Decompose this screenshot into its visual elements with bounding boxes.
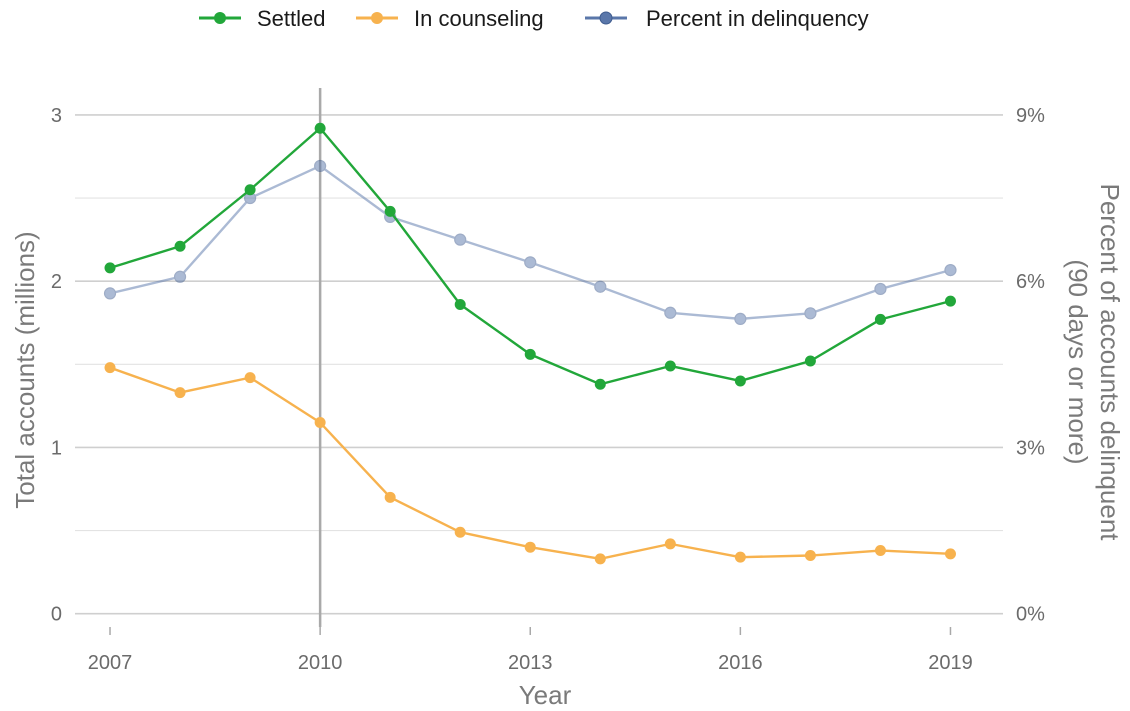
y-tick-label-3: 3 [51,105,62,127]
point-percent-in-delinquency-2013[interactable] [524,256,537,269]
point-settled-2017[interactable] [804,355,816,367]
legend-label-in-counseling: In counseling [414,6,544,31]
axes: 0 1 2 3 0% 3% 6% 9% 2007 2010 2013 2016 2019 [51,105,1045,674]
point-settled-2009[interactable] [244,184,256,196]
series-group [103,122,957,565]
point-percent-in-delinquency-2010[interactable] [314,159,327,173]
point-in-counseling-2015[interactable] [664,538,676,550]
y2-axis-title-line-2: (90 days or more) [1063,259,1093,464]
point-percent-in-delinquency-2008[interactable] [173,270,187,283]
series-in-counseling [104,362,956,565]
y2-tick-label-1: 3% [1016,437,1045,459]
x-tick-label-4: 2019 [928,652,973,674]
x-tick-label-2: 2013 [508,652,553,674]
point-settled-2010[interactable] [314,122,326,134]
point-settled-2016[interactable] [734,375,746,387]
point-settled-2007[interactable] [104,262,116,274]
x-tick-label-0: 2007 [88,652,133,674]
point-settled-2012[interactable] [454,298,466,310]
x-tick-label-3: 2016 [718,652,763,674]
series-line-percent-in-delinquency [109,164,951,321]
y-tick-label-0: 0 [51,604,62,626]
point-in-counseling-2008[interactable] [174,387,186,399]
y2-tick-label-2: 6% [1016,271,1045,293]
point-settled-2015[interactable] [664,360,676,372]
legend-marker-settled [214,12,226,24]
y2-axis-title-line-1: Percent of accounts delinquent [1095,183,1125,541]
x-tick-label-1: 2010 [298,652,343,674]
point-percent-in-delinquency-2019[interactable] [944,264,957,277]
legend-item-in-counseling[interactable]: In counseling [356,6,544,31]
point-settled-2011[interactable] [384,205,396,217]
legend-item-percent-in-delinquency[interactable]: Percent in delinquency [585,6,869,31]
point-percent-in-delinquency-2012[interactable] [454,233,467,246]
legend-marker-percent-in-delinquency [599,11,613,25]
point-in-counseling-2012[interactable] [454,526,466,538]
point-in-counseling-2018[interactable] [874,545,886,557]
y-tick-label-2: 2 [51,271,62,293]
y2-tick-label-3: 9% [1016,105,1045,127]
point-settled-2014[interactable] [594,378,606,390]
point-settled-2013[interactable] [524,348,536,360]
y-tick-label-1: 1 [51,437,62,459]
point-in-counseling-2011[interactable] [384,491,396,503]
point-in-counseling-2013[interactable] [524,541,536,553]
gridlines [75,88,1003,627]
legend-label-settled: Settled [257,6,326,31]
legend-item-settled[interactable]: Settled [199,6,326,31]
point-settled-2018[interactable] [874,313,886,325]
legend-marker-in-counseling [371,12,383,24]
legend-label-percent-in-delinquency: Percent in delinquency [646,6,869,31]
point-in-counseling-2007[interactable] [104,362,116,374]
legend: Settled In counseling Percent in delinqu… [199,6,869,31]
x-axis-title: Year [519,680,572,710]
point-settled-2019[interactable] [944,295,956,307]
y-axis-title: Total accounts (millions) [10,231,40,508]
point-in-counseling-2010[interactable] [314,417,326,429]
point-percent-in-delinquency-2017[interactable] [804,307,817,320]
point-percent-in-delinquency-2018[interactable] [874,282,887,296]
y2-tick-label-0: 0% [1016,604,1045,626]
point-in-counseling-2009[interactable] [244,372,256,384]
point-in-counseling-2017[interactable] [804,550,816,562]
series-settled [104,122,956,390]
point-percent-in-delinquency-2015[interactable] [664,306,677,319]
point-percent-in-delinquency-2014[interactable] [594,280,607,293]
point-percent-in-delinquency-2016[interactable] [734,312,747,325]
point-in-counseling-2016[interactable] [734,551,746,563]
point-settled-2008[interactable] [174,240,186,252]
point-in-counseling-2014[interactable] [594,553,606,565]
point-in-counseling-2019[interactable] [944,548,956,560]
point-percent-in-delinquency-2007[interactable] [103,287,117,300]
series-percent-in-delinquency [103,159,957,325]
